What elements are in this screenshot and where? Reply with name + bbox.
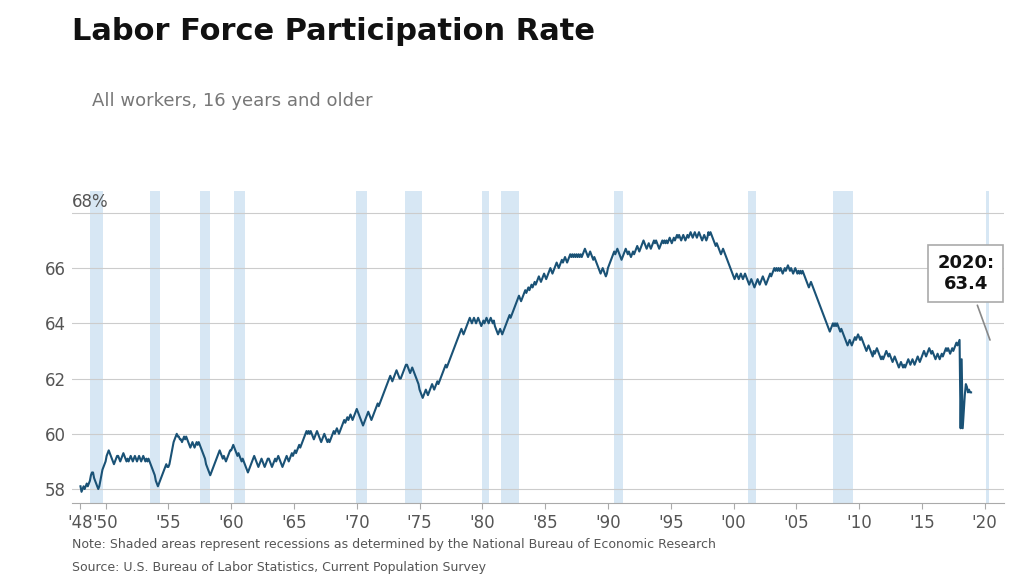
Bar xyxy=(986,191,989,503)
Text: Labor Force Participation Rate: Labor Force Participation Rate xyxy=(72,17,595,46)
Bar xyxy=(833,191,853,503)
Bar xyxy=(614,191,623,503)
Bar xyxy=(501,191,519,503)
Text: 68%: 68% xyxy=(72,194,109,212)
Bar xyxy=(404,191,422,503)
Text: Source: U.S. Bureau of Labor Statistics, Current Population Survey: Source: U.S. Bureau of Labor Statistics,… xyxy=(72,561,485,573)
Bar xyxy=(749,191,757,503)
Bar xyxy=(200,191,210,503)
Text: Note: Shaded areas represent recessions as determined by the National Bureau of : Note: Shaded areas represent recessions … xyxy=(72,538,716,550)
Text: All workers, 16 years and older: All workers, 16 years and older xyxy=(92,92,373,110)
Bar xyxy=(234,191,245,503)
Bar xyxy=(482,191,488,503)
Bar xyxy=(90,191,103,503)
Text: 2020:
63.4: 2020: 63.4 xyxy=(937,254,994,340)
Bar xyxy=(355,191,368,503)
Bar xyxy=(150,191,160,503)
